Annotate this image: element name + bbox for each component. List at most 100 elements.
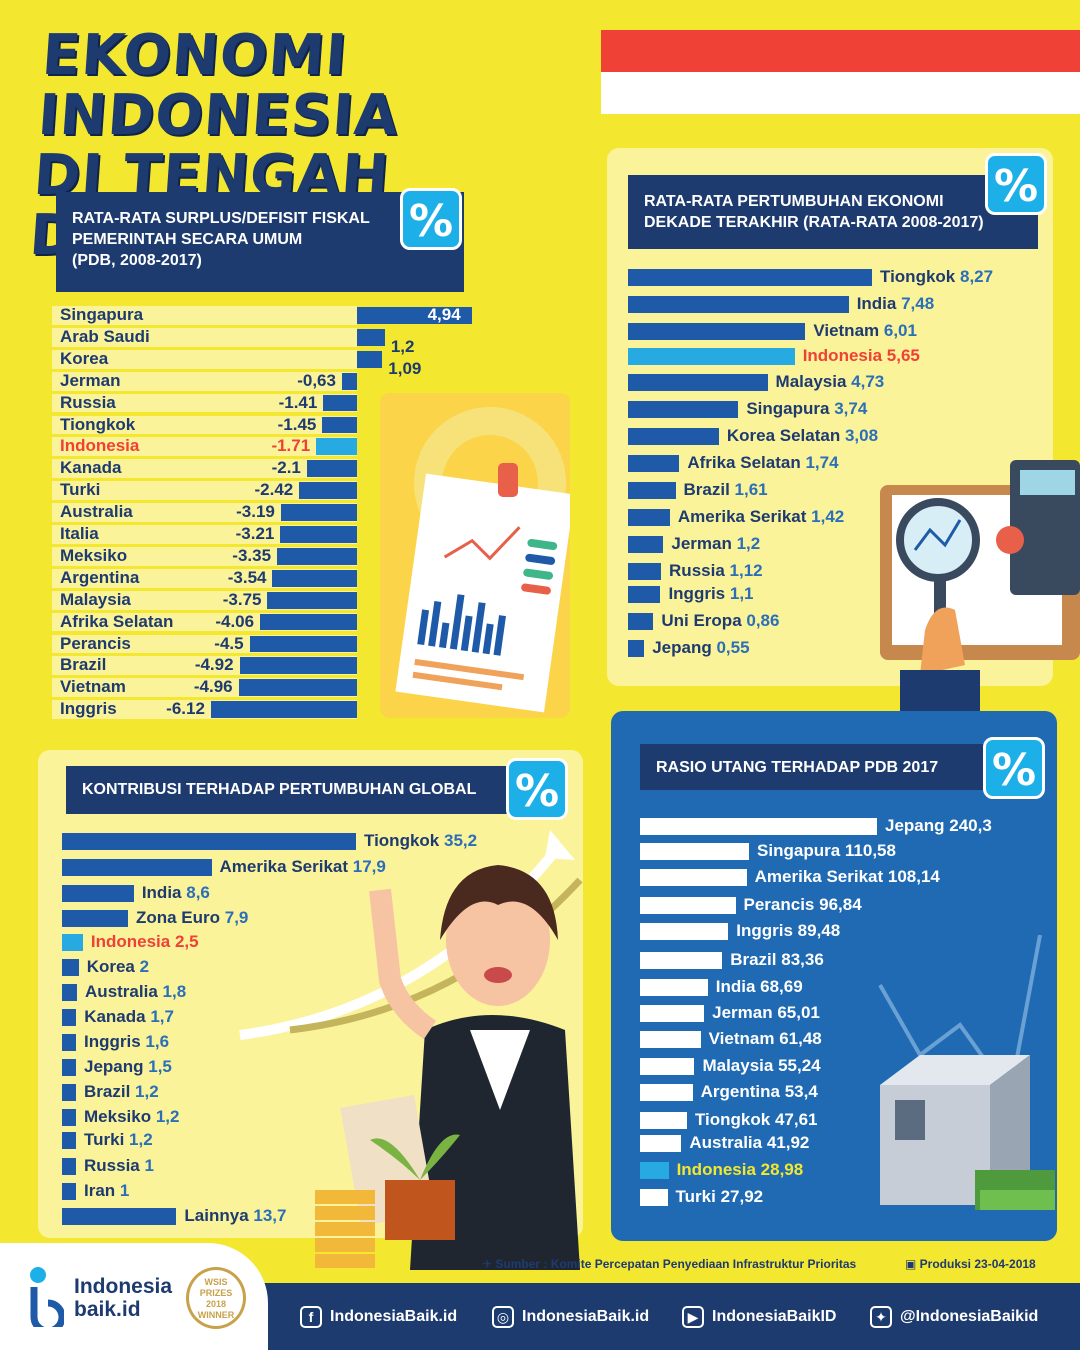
bar-label-indonesia: Indonesia 2,5 [91, 931, 199, 953]
value-label-afrika-selatan: 1,74 [805, 453, 839, 472]
table-row [52, 349, 357, 369]
category-label-malaysia: Malaysia [702, 1056, 779, 1075]
table-row [52, 371, 357, 391]
magnifier-report-icon [880, 460, 1080, 725]
value-label-malaysia: 55,24 [778, 1056, 821, 1075]
bar-label-russia: Russia 1,12 [669, 560, 763, 582]
percent-icon: % [985, 153, 1047, 215]
bar-label-turki: Turki 1,2 [84, 1129, 153, 1151]
bar-malaysia [267, 591, 357, 609]
value-label-inggris: 1,1 [729, 584, 754, 603]
bar-tiongkok [640, 1112, 687, 1129]
value-label-zona-euro: 7,9 [224, 908, 249, 927]
bar-kanada [306, 460, 357, 478]
value-label-india: 7,48 [901, 294, 935, 313]
value-label-inggris: 89,48 [797, 921, 841, 940]
value-label-indonesia: 28,98 [760, 1160, 804, 1179]
category-label-argentina: Argentina [700, 1082, 785, 1101]
value-label-perancis: -4.5 [214, 633, 244, 653]
social-youtube[interactable]: ▶ IndonesiaBaikID [682, 1306, 836, 1328]
bar-india [628, 296, 849, 313]
bar-jerman [628, 536, 664, 553]
value-label-australia: -3.19 [236, 502, 275, 522]
value-label-india: 8,6 [186, 883, 210, 902]
category-label-jepang: Jepang [652, 638, 717, 657]
bar-label-tiongkok: Tiongkok 8,27 [880, 266, 993, 288]
category-label-amerika-serikat: Amerika Serikat [754, 867, 888, 886]
value-label-italia: -3.21 [235, 524, 275, 543]
bar-label-zona-euro: Zona Euro 7,9 [136, 907, 248, 929]
bar-label-amerika-serikat: Amerika Serikat 17,9 [220, 856, 386, 878]
flag-white-stripe [601, 72, 1080, 114]
fiscal-title-line-2: PEMERINTAH SECARA UMUM [72, 231, 303, 248]
bar-brazil [239, 657, 357, 675]
social-instagram[interactable]: ◎ IndonesiaBaik.id [492, 1306, 649, 1328]
bar-label-vietnam: Vietnam 61,48 [709, 1028, 822, 1050]
category-label-amerika-serikat: Amerika Serikat [677, 507, 812, 526]
value-label-russia: -1.41 [278, 392, 318, 412]
category-label-perancis: Perancis [60, 633, 131, 653]
bar-australia [280, 504, 357, 521]
category-label-afrika-selatan: Afrika Selatan [60, 611, 174, 631]
social-youtube-label: IndonesiaBaikID [712, 1308, 837, 1326]
bar-label-indonesia: Indonesia 5,65 [803, 345, 920, 367]
social-facebook[interactable]: f IndonesiaBaik.id [300, 1306, 457, 1328]
contrib-header: KONTRIBUSI TERHADAP PERTUMBUHAN GLOBAL [66, 766, 534, 814]
businesswoman-icon [239, 830, 583, 1270]
indonesiabaik-logo-icon [28, 1265, 66, 1335]
category-label-kanada: Kanada [84, 1007, 151, 1026]
production-label: Produksi 23-04-2018 [919, 1257, 1036, 1271]
bar-iran [62, 1183, 76, 1200]
category-label-jerman: Jerman [60, 370, 121, 390]
category-label-indonesia: Indonesia [676, 1160, 761, 1179]
category-label-iran: Iran [84, 1181, 120, 1200]
bar-label-korea-selatan: Korea Selatan 3,08 [727, 425, 878, 447]
fiscal-title-line-1: RATA-RATA SURPLUS/DEFISIT FISKAL [72, 210, 370, 227]
social-facebook-label: IndonesiaBaik.id [330, 1308, 458, 1326]
bar-label-turki: Turki 27,92 [676, 1186, 764, 1208]
instagram-icon: ◎ [492, 1306, 514, 1328]
bar-indonesia [628, 348, 795, 365]
bar-perancis [249, 635, 357, 653]
value-label-afrika-selatan: -4.06 [215, 611, 255, 631]
bar-label-jepang: Jepang 240,3 [885, 815, 992, 837]
bar-label-singapura: Singapura 3,74 [746, 398, 867, 420]
table-row [52, 481, 357, 501]
safe-illustration [860, 934, 1060, 1235]
bar-label-amerika-serikat: Amerika Serikat 1,42 [678, 506, 844, 528]
bar-tiongkok [62, 833, 356, 850]
value-label-amerika-serikat: 1,42 [811, 507, 845, 526]
wsis-award-badge: WSIS PRIZES 2018 WINNER [186, 1267, 246, 1329]
bar-tiongkok [628, 269, 872, 286]
bar-malaysia [640, 1058, 695, 1075]
bar-zona-euro [62, 910, 128, 927]
bar-vietnam [628, 323, 806, 340]
category-label-australia: Australia [689, 1133, 767, 1152]
production-text: ▣ Produksi 23-04-2018 [905, 1257, 1036, 1271]
value-label-singapura: 4,94 [427, 305, 461, 324]
bar-indonesia [640, 1162, 669, 1179]
bar-label-tiongkok: Tiongkok 47,61 [695, 1109, 818, 1131]
category-label-inggris: Inggris [60, 699, 117, 719]
social-twitter[interactable]: ✦ @IndonesiaBaikid [870, 1306, 1038, 1328]
fiscal-chart: Singapura 4,94 Arab Saudi 1,2 Korea 1,09 Jerma… [52, 304, 482, 724]
bar-perancis [640, 897, 736, 914]
bar-kanada [62, 1009, 77, 1026]
category-label-korea: Korea [60, 348, 109, 368]
bar-tiongkok [322, 416, 357, 434]
fiscal-header: RATA-RATA SURPLUS/DEFISIT FISKAL PEMERIN… [56, 192, 464, 292]
category-label-tiongkok: Tiongkok [364, 831, 444, 850]
bar-label-india: India 68,69 [716, 976, 803, 998]
bar-brazil [62, 1084, 76, 1101]
bar-label-singapura: Singapura 110,58 [757, 840, 896, 862]
bar-label-malaysia: Malaysia 4,73 [776, 371, 885, 393]
bar-label-india: India 7,48 [857, 293, 935, 315]
category-label-turki: Turki [675, 1187, 721, 1206]
category-label-indonesia: Indonesia [90, 932, 175, 951]
bar-label-australia: Australia 41,92 [689, 1132, 809, 1154]
category-label-vietnam: Vietnam [60, 677, 126, 697]
category-label-india: India [141, 883, 187, 902]
bar-label-meksiko: Meksiko 1,2 [84, 1106, 179, 1128]
category-label-jerman: Jerman [671, 534, 737, 553]
bar-indonesia [316, 438, 357, 456]
